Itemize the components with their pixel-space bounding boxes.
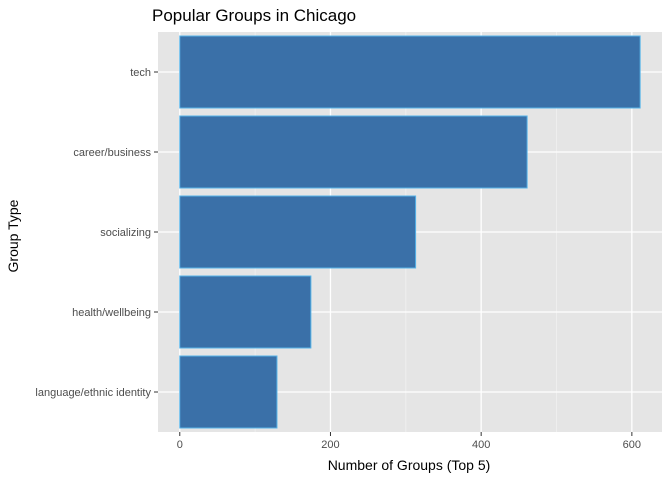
bar-tech (179, 35, 641, 109)
x-tick-label: 0 (177, 439, 183, 451)
chart-title: Popular Groups in Chicago (152, 6, 356, 25)
y-tick-label: socializing (100, 227, 151, 239)
bar-career-business (179, 115, 528, 189)
bar-health-wellbeing (179, 275, 312, 349)
y-tick-label: health/wellbeing (72, 307, 151, 319)
y-axis-title: Group Type (5, 199, 21, 272)
bar-language-ethnic-identity (179, 355, 278, 429)
x-tick-label: 200 (321, 439, 339, 451)
y-axis: tech career/business socializing health/wel… (35, 67, 158, 399)
y-tick-label: language/ethnic identity (35, 387, 151, 399)
x-axis-title: Number of Groups (Top 5) (328, 457, 491, 473)
x-tick-label: 600 (623, 439, 641, 451)
bars (179, 35, 641, 429)
y-tick-label: career/business (73, 147, 151, 159)
x-tick-label: 400 (472, 439, 490, 451)
x-axis: 0 200 400 600 (177, 432, 641, 451)
bar-socializing (179, 195, 417, 269)
y-tick-label: tech (130, 67, 151, 79)
